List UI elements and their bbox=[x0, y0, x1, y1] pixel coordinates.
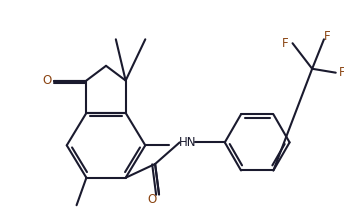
Text: F: F bbox=[324, 30, 330, 43]
Text: O: O bbox=[43, 74, 52, 87]
Text: F: F bbox=[282, 37, 289, 50]
Text: HN: HN bbox=[179, 136, 196, 149]
Text: O: O bbox=[148, 193, 157, 206]
Text: F: F bbox=[339, 66, 344, 79]
